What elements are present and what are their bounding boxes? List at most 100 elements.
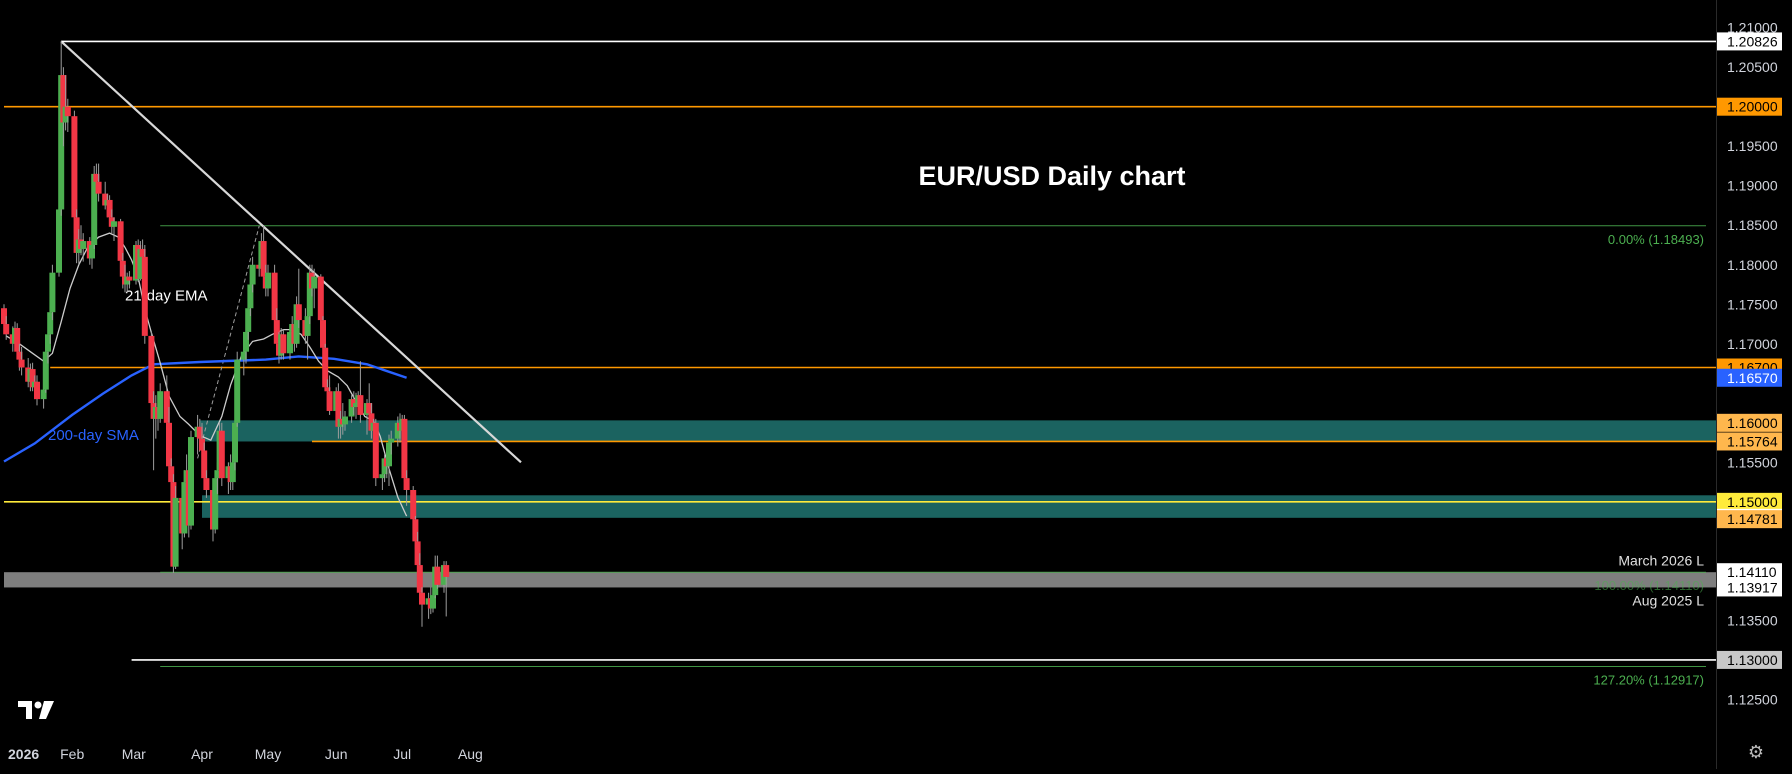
candle-body <box>322 347 329 388</box>
candle <box>117 218 124 269</box>
candle-body <box>320 320 326 348</box>
candle-body <box>201 450 208 479</box>
candle <box>342 410 348 431</box>
time-axis-bg <box>0 736 1716 769</box>
tradingview-logo <box>18 701 54 719</box>
candle <box>295 268 302 328</box>
candle <box>366 383 373 419</box>
candle-body <box>295 304 302 321</box>
price-tick-label: 1.17000 <box>1727 336 1778 352</box>
price-tag-label: 1.16570 <box>1727 370 1778 386</box>
candle <box>141 245 148 344</box>
zone-2 <box>4 572 1716 588</box>
candle-body <box>14 327 21 352</box>
price-tag-bg <box>1717 97 1782 116</box>
candle-body <box>249 264 256 285</box>
candle <box>60 67 67 147</box>
candle <box>368 403 375 439</box>
candle-body <box>247 284 254 309</box>
zones-layer <box>4 420 1716 588</box>
candle <box>203 470 210 498</box>
candle-body <box>419 592 425 605</box>
candle-body <box>40 389 47 400</box>
candle <box>73 209 80 264</box>
price-tick-label: 1.19500 <box>1727 138 1778 154</box>
price-tag-label: 1.14781 <box>1727 511 1778 527</box>
candle-body <box>353 403 359 408</box>
candle <box>71 110 78 234</box>
price-tag-bg <box>1717 492 1782 511</box>
candle-body <box>148 335 155 404</box>
price-tag-bg <box>1717 413 1782 432</box>
candle-body <box>306 272 313 317</box>
fib-label-2: 127.20% (1.12917) <box>1593 672 1704 687</box>
candle-body <box>117 221 124 261</box>
candle <box>434 555 441 589</box>
fib-label-1: 100.00% (1.14110) <box>1594 578 1704 593</box>
candle-body <box>234 359 241 423</box>
candle-body <box>106 199 113 218</box>
price-tick-label: 1.21000 <box>1727 20 1778 36</box>
candle-body <box>16 351 23 360</box>
price-tag-bg <box>1717 578 1782 597</box>
fib-label-0: 0.00% (1.18493) <box>1608 232 1704 247</box>
gear-icon[interactable]: ⚙ <box>1747 742 1765 762</box>
candle <box>188 430 194 530</box>
candle-body <box>273 320 280 344</box>
candle-body <box>443 565 450 577</box>
time-tick-label: Aug <box>458 746 483 762</box>
time-axis[interactable]: 2026 Feb Mar Apr May Jun Jul Aug <box>0 736 1716 769</box>
candle <box>388 430 395 455</box>
candle-body <box>280 334 287 354</box>
fibonacci-layer: 0.00% (1.18493) 100.00% (1.14110) 127.20% … <box>160 225 1706 687</box>
candle <box>386 434 392 487</box>
candle <box>320 316 326 352</box>
price-tick-label: 1.20500 <box>1727 59 1778 75</box>
candle-body <box>80 241 87 249</box>
candle-body <box>1 308 7 325</box>
price-tag-label: 1.16000 <box>1727 415 1778 431</box>
candle-body <box>111 221 117 227</box>
candle <box>218 422 225 487</box>
time-tick-label: Mar <box>122 746 146 762</box>
candle <box>280 329 287 360</box>
price-tick-label: 1.15500 <box>1727 454 1778 470</box>
candle-body <box>229 462 236 483</box>
candle <box>245 304 252 340</box>
candle-body <box>372 422 379 479</box>
candle <box>49 264 56 321</box>
candle <box>148 331 155 408</box>
candle-body <box>324 387 331 392</box>
candle-body <box>45 334 51 352</box>
candle <box>232 414 238 471</box>
price-tag-label: 1.15764 <box>1727 433 1778 449</box>
candle-body <box>243 331 249 352</box>
candle <box>443 561 450 617</box>
candle-body <box>119 260 126 277</box>
candle-body <box>199 438 205 451</box>
candle-body <box>29 369 36 388</box>
candle-body <box>311 276 318 289</box>
price-axis[interactable]: 1.12500 1.13500 1.15500 1.17000 1.17500 1.180… <box>1717 20 1782 708</box>
candle <box>56 201 62 277</box>
candle-body <box>386 442 392 467</box>
time-tick-label: Jun <box>325 746 348 762</box>
time-tick-label: 2026 <box>8 746 39 762</box>
price-tag-bg <box>1717 368 1782 387</box>
candle <box>326 375 333 415</box>
candle-body <box>260 241 267 277</box>
candle-body <box>335 391 342 427</box>
trendline <box>60 40 522 464</box>
candle-body <box>388 438 395 443</box>
candle-body <box>240 351 247 360</box>
candle-body <box>287 331 293 354</box>
candle <box>3 316 10 340</box>
candle-body <box>168 466 175 483</box>
price-tick-label: 1.13500 <box>1727 612 1778 628</box>
zone-0 <box>199 420 1716 442</box>
candle-body <box>304 316 311 336</box>
candle-body <box>416 565 423 593</box>
price-tag-bg <box>1717 650 1782 669</box>
